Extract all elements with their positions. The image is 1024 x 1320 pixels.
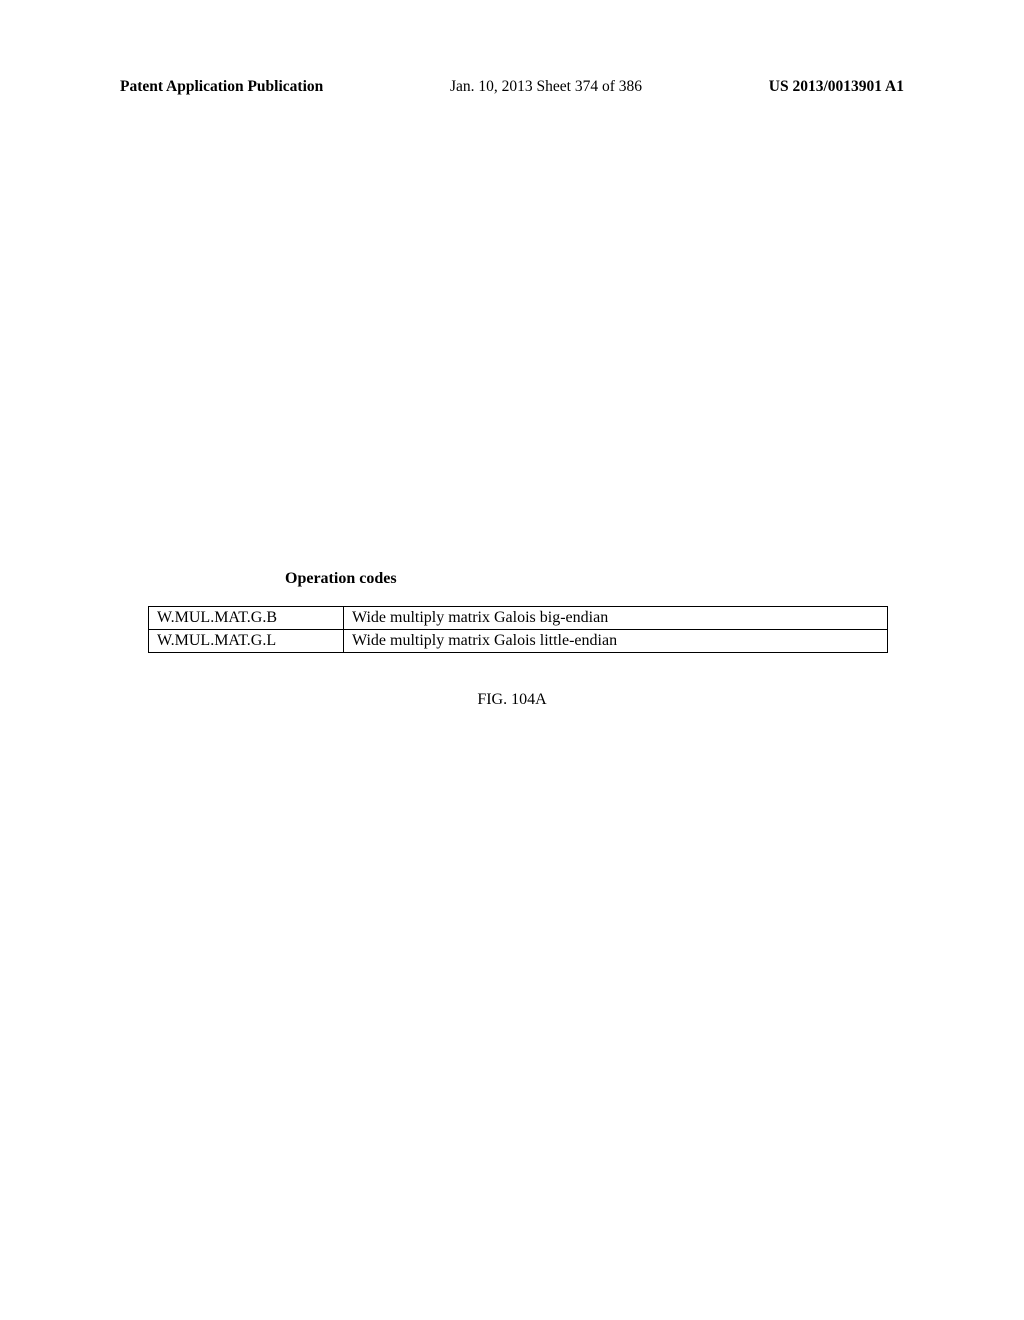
opcode-description-cell: Wide multiply matrix Galois big-endian [344, 607, 888, 630]
table-row: W.MUL.MAT.G.B Wide multiply matrix Galoi… [149, 607, 888, 630]
header-date-sheet: Jan. 10, 2013 Sheet 374 of 386 [450, 78, 642, 96]
header-patent-number: US 2013/0013901 A1 [769, 78, 904, 96]
header-publication-type: Patent Application Publication [120, 78, 323, 96]
page-header: Patent Application Publication Jan. 10, … [120, 78, 904, 96]
opcode-cell: W.MUL.MAT.G.B [149, 607, 344, 630]
content-area: Operation codes W.MUL.MAT.G.B Wide multi… [120, 570, 904, 709]
opcode-description-cell: Wide multiply matrix Galois little-endia… [344, 630, 888, 653]
opcode-cell: W.MUL.MAT.G.L [149, 630, 344, 653]
table-title: Operation codes [285, 570, 904, 588]
operation-codes-table: W.MUL.MAT.G.B Wide multiply matrix Galoi… [148, 606, 888, 653]
table-row: W.MUL.MAT.G.L Wide multiply matrix Galoi… [149, 630, 888, 653]
figure-label: FIG. 104A [120, 691, 904, 709]
